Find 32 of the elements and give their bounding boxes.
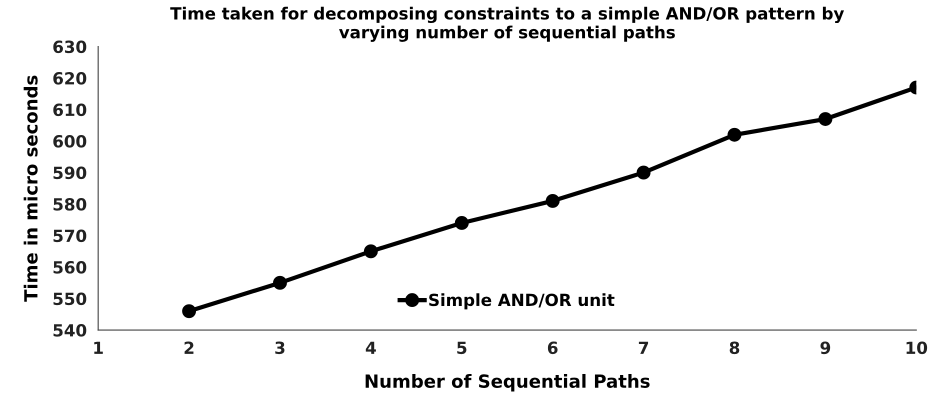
legend-label: Simple AND/OR unit (429, 293, 614, 310)
x-tick-label: 3 (275, 341, 284, 354)
x-tick-label: 4 (366, 342, 376, 354)
point (728, 128, 742, 142)
point (636, 166, 651, 180)
x-tick-label: 9 (820, 341, 830, 354)
y-tick-label: 610 (53, 104, 86, 116)
y-tick-label: 550 (54, 292, 86, 306)
y-tick-label: 600 (53, 135, 86, 148)
point (454, 216, 469, 230)
y-tick-label: 630 (53, 40, 86, 54)
chart-title: Time taken for decomposing constraints to a simple AND/OR pattern by varying number of sequential paths (170, 6, 844, 42)
x-tick-label: 6 (548, 341, 558, 354)
y-tick-label: 620 (53, 72, 86, 85)
x-tick-label: 1 (94, 342, 103, 354)
x-tick-label: 7 (638, 342, 648, 354)
x-axis-title: Number of Sequential Paths (366, 374, 650, 392)
x-tick-label: 10 (906, 341, 928, 354)
y-tick-label: 580 (54, 198, 86, 211)
point (818, 112, 832, 126)
x-tick-label: 8 (730, 341, 740, 354)
y-tick-label: 570 (54, 230, 86, 242)
x-tick-label: 2 (184, 341, 194, 354)
y-tick-label: 540 (54, 324, 86, 337)
point (182, 304, 196, 318)
y-tick-label: 560 (54, 261, 86, 274)
x-tick-label: 5 (457, 342, 466, 354)
y-axis-title: Time in micro seconds (24, 76, 38, 302)
y-tick-label: 590 (54, 166, 86, 180)
point (273, 276, 287, 290)
point (364, 244, 378, 258)
point (546, 194, 560, 208)
